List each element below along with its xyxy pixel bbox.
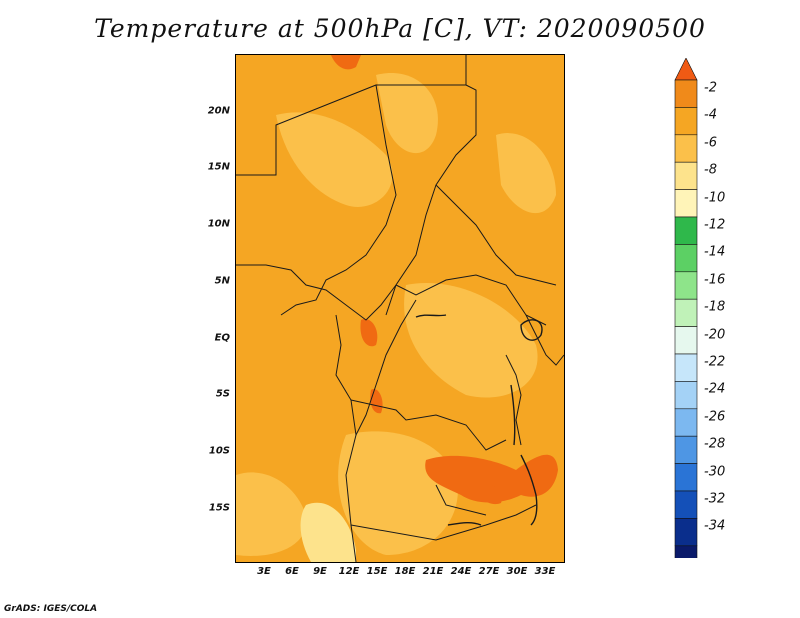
colorbar-swatch (674, 298, 698, 327)
field-region-warm (331, 55, 361, 70)
lon-tick-label: 9E (313, 566, 327, 577)
lon-tick-label: 3E (257, 566, 271, 577)
country-borders (236, 55, 564, 562)
lon-tick-label: 24E (450, 566, 472, 577)
colorbar-swatch (674, 408, 698, 437)
colorbar-label: -32 (704, 491, 726, 507)
colorbar-label: -18 (704, 299, 726, 315)
colorbar-label: -6 (704, 135, 717, 151)
colorbar-label: -14 (704, 244, 726, 260)
credit-text: GrADS: IGES/COLA (4, 604, 98, 614)
lat-tick-label: 15N (207, 161, 230, 173)
colorbar-swatch (674, 107, 698, 136)
lat-tick-label: 5S (215, 388, 230, 400)
colorbar-swatch (674, 518, 698, 547)
colorbar-label: -26 (704, 409, 726, 425)
lat-tick-label: 15S (208, 502, 230, 514)
colorbar-label: -16 (704, 272, 726, 288)
colorbar-label: -34 (704, 518, 726, 534)
lon-tick-label: 30E (506, 566, 528, 577)
colorbar-swatch (674, 244, 698, 273)
field-region-warm (370, 389, 383, 414)
colorbar-swatch (674, 435, 698, 464)
colorbar-label: -10 (704, 190, 726, 206)
field-region-warm (425, 454, 558, 503)
field-region-light (376, 73, 438, 154)
colorbar-label: -30 (704, 464, 726, 480)
lat-tick-label: EQ (214, 332, 230, 344)
lat-tick-label: 20N (207, 105, 230, 117)
colorbar-label: -4 (704, 107, 717, 123)
field-region-light (276, 112, 393, 207)
lon-tick-label: 21E (422, 566, 444, 577)
lon-tick-label: 33E (534, 566, 556, 577)
colorbar-label: -12 (704, 217, 726, 233)
field-region-light (496, 133, 556, 214)
temperature-map (235, 54, 565, 563)
field-region-warm (476, 483, 502, 505)
colorbar-label: -2 (704, 80, 717, 96)
field-region-light (404, 283, 538, 398)
colorbar-label: -22 (704, 354, 726, 370)
colorbar-swatch (674, 161, 698, 190)
colorbar-label: -28 (704, 436, 726, 452)
lat-tick-label: 10S (208, 445, 230, 457)
colorbar-swatch (674, 353, 698, 382)
colorbar-arrow-top (674, 58, 698, 81)
colorbar-label: -8 (704, 162, 717, 178)
lon-tick-label: 12E (338, 566, 360, 577)
field-region-light (236, 472, 307, 556)
lon-tick-label: 18E (394, 566, 416, 577)
field-region-pale (300, 502, 356, 562)
lakes (415, 314, 543, 526)
field-region-warm (360, 319, 378, 347)
colorbar-swatch (674, 381, 698, 410)
lon-tick-label: 27E (478, 566, 500, 577)
colorbar-swatch (674, 545, 698, 558)
colorbar-swatch (674, 134, 698, 163)
colorbar-swatch (674, 326, 698, 355)
lon-tick-label: 15E (366, 566, 388, 577)
lat-tick-label: 10N (207, 218, 230, 230)
map-title: Temperature at 500hPa [C], VT: 202009050… (94, 14, 706, 43)
colorbar-label: -20 (704, 327, 726, 343)
color-legend (674, 58, 698, 558)
colorbar-swatch (674, 463, 698, 492)
colorbar-label: -24 (704, 381, 726, 397)
colorbar-swatch (674, 216, 698, 245)
colorbar-swatch (674, 189, 698, 218)
lon-tick-label: 6E (285, 566, 299, 577)
colorbar-swatch (674, 79, 698, 108)
lat-tick-label: 5N (214, 275, 230, 287)
colorbar-swatch (674, 490, 698, 519)
colorbar-swatch (674, 271, 698, 300)
